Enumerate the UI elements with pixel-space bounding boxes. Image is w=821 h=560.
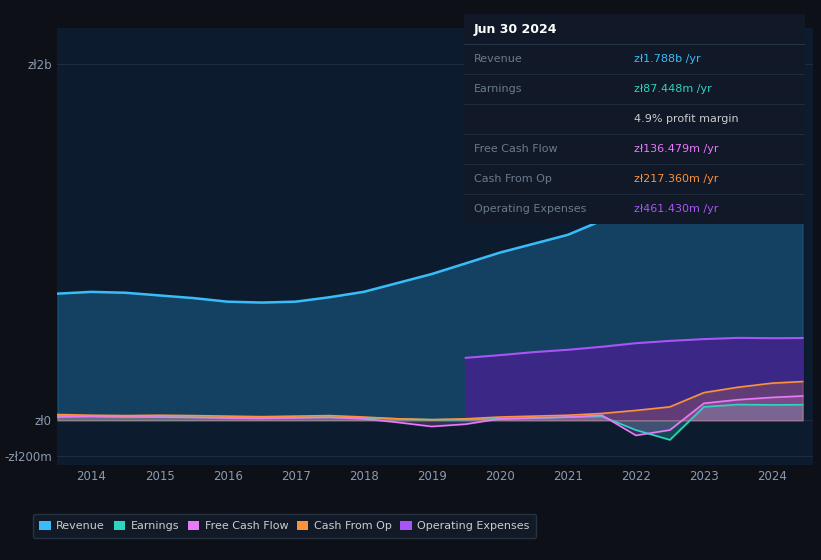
Text: zł136.479m /yr: zł136.479m /yr xyxy=(635,144,718,154)
Text: Cash From Op: Cash From Op xyxy=(474,174,552,184)
Text: Operating Expenses: Operating Expenses xyxy=(474,204,586,214)
Text: Free Cash Flow: Free Cash Flow xyxy=(474,144,557,154)
Text: zł217.360m /yr: zł217.360m /yr xyxy=(635,174,718,184)
Text: Jun 30 2024: Jun 30 2024 xyxy=(474,22,557,35)
Text: Earnings: Earnings xyxy=(474,84,523,94)
Text: 4.9% profit margin: 4.9% profit margin xyxy=(635,114,739,124)
Text: zł1.788b /yr: zł1.788b /yr xyxy=(635,54,701,64)
Text: zł87.448m /yr: zł87.448m /yr xyxy=(635,84,712,94)
Text: Revenue: Revenue xyxy=(474,54,523,64)
Legend: Revenue, Earnings, Free Cash Flow, Cash From Op, Operating Expenses: Revenue, Earnings, Free Cash Flow, Cash … xyxy=(33,514,536,538)
Text: zł461.430m /yr: zł461.430m /yr xyxy=(635,204,718,214)
